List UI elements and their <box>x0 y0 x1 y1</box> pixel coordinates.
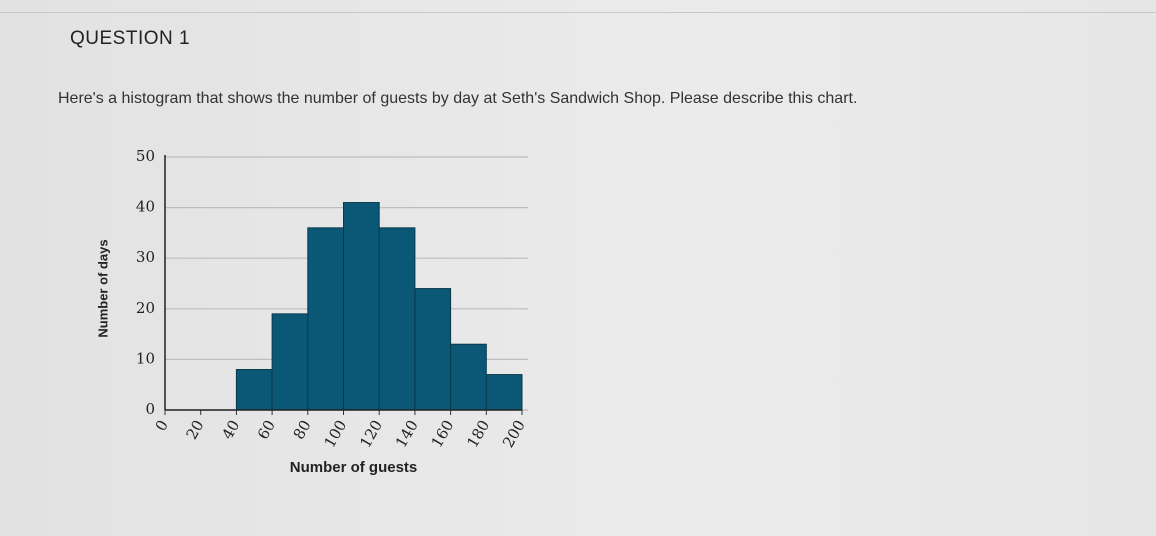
x-tick-label: 100 <box>321 417 351 451</box>
x-tick-label: 20 <box>182 417 207 443</box>
bar <box>271 313 309 411</box>
x-tick-label: 140 <box>392 417 422 451</box>
y-tick-label: 40 <box>136 198 155 216</box>
x-tick-label: 80 <box>290 417 315 443</box>
x-tick-label: 180 <box>463 417 493 451</box>
x-tick-label: 0 <box>152 417 172 434</box>
y-tick-label: 30 <box>136 248 155 266</box>
question-prompt: Here's a histogram that shows the number… <box>58 90 858 107</box>
bar <box>378 227 416 411</box>
x-tick-label: 200 <box>499 417 529 451</box>
x-tick-label: 40 <box>218 417 243 443</box>
bar <box>235 369 273 411</box>
bar <box>414 288 452 411</box>
x-tick-label: 160 <box>428 417 458 451</box>
divider <box>0 12 1156 13</box>
bar <box>343 202 380 411</box>
x-axis-label: Number of guests <box>290 459 418 476</box>
y-tick-label: 20 <box>136 299 155 317</box>
y-axis-label: Number of days <box>95 239 110 337</box>
question-title: QUESTION 1 <box>70 28 191 49</box>
y-tick-label: 10 <box>136 349 155 367</box>
y-tick-label: 50 <box>136 147 155 165</box>
y-tick-label: 0 <box>145 400 155 418</box>
histogram: Number of guests Number of days 0 10 20 30 4… <box>95 147 529 476</box>
bar <box>485 374 523 411</box>
bar <box>307 227 344 411</box>
x-tick-label: 120 <box>356 417 386 451</box>
bar <box>450 343 487 411</box>
x-tick-label: 60 <box>254 417 279 443</box>
